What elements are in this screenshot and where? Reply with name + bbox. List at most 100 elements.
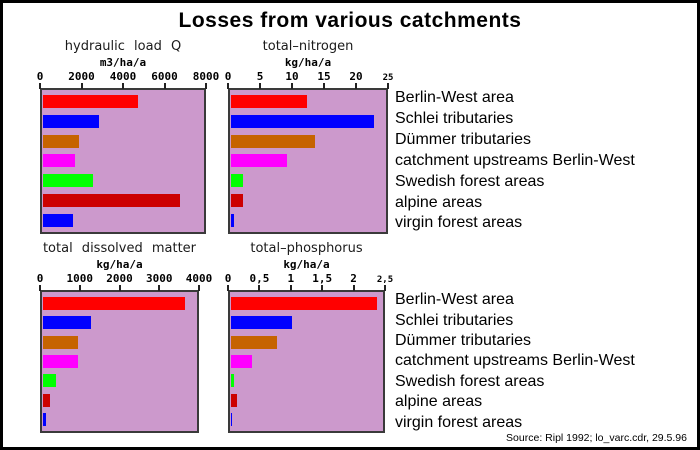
x-tick-mark: [291, 83, 293, 89]
bar-berlin-west-area: [43, 95, 138, 109]
category-label: virgin forest areas: [395, 214, 523, 232]
bar-catchment-upstreams-berlin-west: [43, 154, 76, 168]
x-tick-label: 8000: [192, 70, 220, 83]
plot-area: [40, 290, 199, 433]
x-tick-label: 2000: [106, 272, 133, 285]
x-tick-label: 2: [350, 272, 357, 285]
x-tick-label: 2000: [68, 70, 95, 83]
x-axis-ticks: 0 1000 2000 3000 4000: [36, 272, 213, 285]
x-tick-label: 3000: [146, 272, 173, 285]
x-tick-label: 4000: [109, 70, 137, 83]
bar-virgin-forest-areas: [43, 412, 47, 426]
x-tick-mark: [39, 83, 41, 89]
category-label: virgin forest areas: [395, 413, 523, 431]
bar-berlin-west-area: [231, 297, 377, 311]
x-tick-mark: [39, 285, 41, 291]
chart-subtitle: hydraulic load Q: [64, 39, 182, 54]
chart-subtitle: total–nitrogen: [262, 39, 354, 54]
bar-schlei-tributaries: [231, 316, 292, 330]
x-tick-mark: [258, 285, 261, 291]
x-tick-label: 25: [382, 73, 394, 83]
x-tick-label: 4000: [185, 272, 213, 285]
x-axis-ticks: 0 2000 4000 6000 8000: [36, 70, 220, 83]
plot-area: [228, 290, 385, 433]
bar-schlei-tributaries: [43, 115, 100, 129]
bar-swedish-forest-areas: [231, 174, 244, 188]
bar-alpine-areas: [231, 193, 244, 207]
bar-catchment-upstreams-berlin-west: [43, 354, 78, 368]
figure-title: Losses from various catchments: [178, 9, 522, 32]
chart-subtitle: total–phosphorus: [250, 241, 363, 256]
axis-unit-label: kg/ha/a: [284, 56, 332, 69]
bar-swedish-forest-areas: [43, 374, 57, 388]
x-tick-mark: [289, 285, 292, 291]
plot-area: [40, 88, 206, 234]
bar-d-mmer-tributaries: [231, 335, 277, 349]
x-tick-mark: [163, 83, 166, 89]
bar-alpine-areas: [43, 193, 180, 207]
bar-d-mmer-tributaries: [43, 134, 80, 148]
x-tick-label: 0: [36, 70, 44, 83]
axis-unit-label: m3/ha/a: [99, 56, 147, 69]
x-tick-mark: [384, 285, 386, 291]
x-axis-ticks: 0 0,5 1 1,5 2 2,5: [224, 272, 393, 285]
bar-d-mmer-tributaries: [43, 335, 78, 349]
category-label-list-top: Berlin-West area Schlei tributaries Dümmer…: [395, 88, 695, 234]
x-tick-label: 5: [256, 70, 264, 83]
category-label: catchment upstreams Berlin-West: [395, 352, 635, 370]
category-label: Berlin-West area: [395, 89, 514, 107]
x-tick-mark: [158, 285, 161, 291]
plot-area: [228, 88, 388, 234]
x-tick-label: 0,5: [249, 272, 270, 285]
category-label: Swedish forest areas: [395, 172, 545, 190]
bar-virgin-forest-areas: [231, 412, 232, 426]
x-tick-label: 0: [224, 70, 232, 83]
x-tick-label: 1,5: [312, 272, 333, 285]
bar-alpine-areas: [43, 393, 51, 407]
chart-subtitle: total dissolved matter: [42, 241, 197, 256]
bar-schlei-tributaries: [43, 316, 92, 330]
x-tick-mark: [387, 83, 389, 89]
x-tick-mark: [78, 285, 81, 291]
category-label: Berlin-West area: [395, 291, 514, 309]
bar-d-mmer-tributaries: [231, 134, 315, 148]
x-tick-mark: [355, 83, 357, 89]
category-label: catchment upstreams Berlin-West: [395, 151, 635, 169]
bar-catchment-upstreams-berlin-west: [231, 354, 253, 368]
category-label: Schlei tributaries: [395, 311, 514, 329]
category-label-list-bottom: Berlin-West area Schlei tributaries Dümmer…: [395, 290, 695, 433]
bar-virgin-forest-areas: [231, 213, 235, 227]
x-tick-label: 1000: [66, 272, 94, 285]
x-tick-mark: [227, 83, 229, 89]
category-label: Dümmer tributaries: [395, 332, 532, 350]
x-tick-mark: [122, 83, 124, 89]
axis-unit-label: kg/ha/a: [96, 258, 143, 271]
x-tick-label: 0: [224, 272, 232, 285]
x-axis-ticks: 0 5 10 15 20 25: [224, 70, 394, 83]
x-tick-mark: [259, 83, 261, 89]
bar-swedish-forest-areas: [231, 374, 235, 388]
x-tick-mark: [118, 285, 121, 291]
category-label: alpine areas: [395, 193, 483, 211]
x-tick-label: 2,5: [376, 275, 394, 285]
x-tick-mark: [198, 285, 200, 291]
bar-berlin-west-area: [231, 95, 308, 109]
x-tick-mark: [352, 285, 355, 291]
category-label: Dümmer tributaries: [395, 131, 532, 149]
axis-unit-label: kg/ha/a: [283, 258, 330, 271]
x-tick-mark: [323, 83, 325, 89]
bar-catchment-upstreams-berlin-west: [231, 154, 287, 168]
x-tick-label: 6000: [151, 70, 178, 83]
x-tick-mark: [321, 285, 324, 291]
category-label: alpine areas: [395, 393, 483, 411]
x-tick-label: 0: [36, 272, 44, 285]
bar-swedish-forest-areas: [43, 174, 94, 188]
x-tick-mark: [80, 83, 83, 89]
x-tick-mark: [227, 285, 229, 291]
x-tick-label: 10: [285, 70, 299, 83]
x-tick-mark: [205, 83, 207, 89]
category-label: Swedish forest areas: [395, 372, 545, 390]
bar-berlin-west-area: [43, 297, 186, 311]
x-tick-label: 15: [317, 70, 331, 83]
category-label: Schlei tributaries: [395, 110, 514, 128]
